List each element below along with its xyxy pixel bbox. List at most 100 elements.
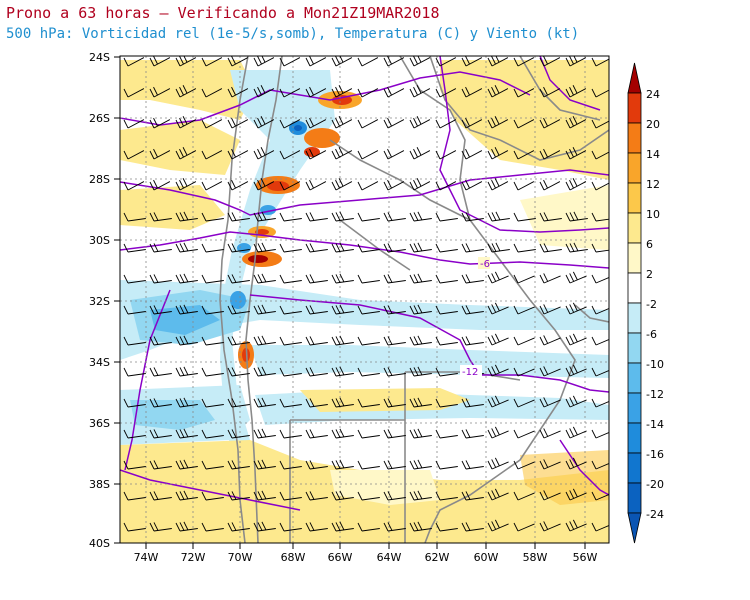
wind-barb-flag	[149, 243, 155, 253]
wind-barb-shaft	[543, 88, 561, 98]
wind-barb-shaft	[179, 311, 198, 315]
wind-barb-flag	[383, 429, 389, 439]
wind-barb-flag	[383, 367, 389, 377]
colorbar-cell	[627, 62, 642, 94]
wind-barb-flag	[305, 243, 311, 253]
wind-barb-flag	[409, 181, 415, 191]
wind-barb-shaft	[127, 528, 146, 532]
wind-barb-flag	[309, 305, 315, 314]
wind-barb-flag	[279, 150, 285, 160]
wind-barb-flag	[153, 367, 159, 376]
wind-barb-flag	[153, 56, 158, 65]
wind-barb-flag	[331, 181, 337, 191]
wind-barb-flag	[123, 274, 129, 284]
wind-barb-shaft	[335, 497, 354, 501]
wind-barb-flag	[179, 522, 185, 531]
wind-barb-flag	[201, 150, 207, 160]
wind-barb-flag	[153, 305, 159, 314]
wind-barb-flag	[565, 274, 571, 284]
wind-barb-flag	[253, 88, 259, 98]
wind-barb-flag	[357, 212, 363, 222]
wind-barb-flag	[591, 491, 597, 501]
wind-barb-shaft	[335, 435, 354, 439]
wind-barb-flag	[309, 398, 315, 407]
wind-barb-shaft	[387, 280, 406, 284]
wind-barb-flag	[253, 429, 259, 439]
wind-barb-flag	[543, 86, 548, 96]
wind-barb-flag	[461, 150, 467, 160]
wind-barb-shaft	[491, 523, 509, 532]
wind-barb-shaft	[361, 466, 380, 470]
wind-barb-flag	[565, 119, 571, 129]
wind-barb-shaft	[439, 342, 458, 346]
wind-barb-flag	[357, 336, 363, 346]
wind-barb-shaft	[491, 218, 510, 222]
wind-barb-shaft	[231, 88, 249, 98]
wind-barb-flag	[179, 148, 184, 158]
wind-barb-shaft	[465, 342, 484, 346]
wind-barb-flag	[435, 150, 441, 160]
lon-label-60w: 60W	[474, 551, 499, 564]
wind-barb-shaft	[309, 528, 328, 532]
wind-barb-flag	[357, 150, 363, 160]
wind-barb-shaft	[491, 461, 509, 470]
wind-barb-flag	[149, 460, 155, 470]
wind-barb-flag	[565, 460, 571, 470]
wind-barb-flag	[494, 333, 500, 343]
wind-barb-flag	[231, 491, 237, 500]
wind-barb-shaft	[543, 150, 561, 160]
wind-barb-flag	[539, 243, 545, 253]
wind-barb-flag	[183, 490, 189, 500]
wind-barb-flag	[175, 491, 181, 501]
wind-barb-flag	[182, 147, 188, 156]
wind-barb-shaft	[127, 342, 146, 346]
wind-barb-flag	[357, 305, 363, 315]
wind-barb-flag	[335, 491, 341, 500]
wind-barb-flag	[227, 522, 233, 532]
wind-barb-shaft	[231, 497, 250, 501]
wind-barb-shaft	[387, 218, 406, 222]
wind-barb-flag	[253, 57, 259, 67]
wind-barb-shaft	[205, 218, 224, 222]
wind-barb-flag	[494, 147, 500, 156]
wind-barb-shaft	[465, 218, 484, 222]
wind-barb-shaft	[517, 218, 536, 222]
wind-barb-flag	[409, 243, 415, 253]
wind-barb-flag	[335, 429, 341, 438]
lon-label-64w: 64W	[377, 551, 402, 564]
wind-barb-shaft	[569, 218, 588, 222]
wind-barb-shaft	[309, 435, 328, 439]
wind-barb-flag	[417, 521, 423, 531]
wind-barb-flag	[491, 117, 496, 127]
wind-barb-shaft	[179, 497, 198, 501]
wind-barb-flag	[231, 56, 236, 65]
wind-barb-flag	[572, 457, 578, 467]
wind-barb-shaft	[309, 249, 328, 253]
wind-barb-flag	[179, 429, 185, 438]
wind-barb-shaft	[283, 404, 302, 408]
wind-barb-flag	[179, 56, 184, 65]
wind-barb-shaft	[595, 369, 609, 377]
wind-barb-shaft	[387, 88, 405, 98]
wind-barb-shaft	[205, 435, 224, 439]
wind-barb-flag	[572, 488, 578, 498]
latitude-labels: 24S 26S 28S 30S 32S 34S 36S 38S 40S	[89, 51, 110, 550]
wind-barb-flag	[543, 212, 549, 221]
wind-barb-flag	[495, 56, 500, 63]
wind-barb-shaft	[153, 57, 171, 67]
wind-barb-flag	[123, 181, 129, 191]
wind-barb-flag	[461, 305, 467, 315]
lat-label-38s: 38S	[89, 478, 110, 491]
wind-barb-shaft	[413, 280, 432, 284]
wind-barb-flag	[417, 459, 423, 469]
wind-barb-shaft	[543, 337, 561, 346]
wind-barb-shaft	[127, 150, 145, 160]
wind-barb-flag	[487, 150, 493, 160]
wind-barb-flag	[539, 522, 545, 532]
wind-barb-flag	[465, 460, 471, 469]
wind-barb-flag	[179, 274, 185, 283]
wind-barb-shaft	[309, 466, 328, 470]
wind-barb-shaft	[569, 275, 587, 284]
wind-barb-flag	[257, 367, 263, 376]
wind-barb-flag	[183, 397, 189, 407]
